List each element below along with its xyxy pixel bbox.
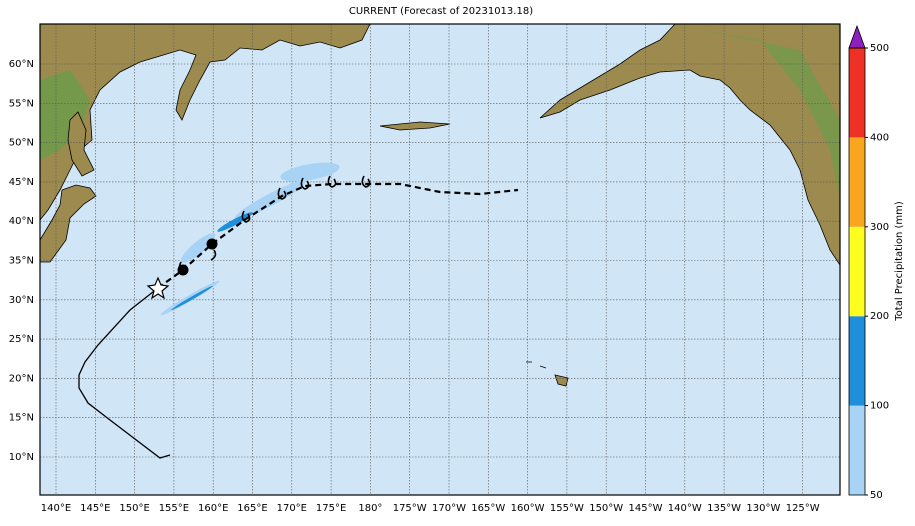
colorbar-tick-label: 500 <box>870 43 889 54</box>
lon-label: 140°E <box>41 503 71 514</box>
colorbar-tick-label: 400 <box>870 132 889 143</box>
colorbar-bin <box>849 137 865 227</box>
colorbar-extend <box>848 24 866 49</box>
colorbar-tick-label: 200 <box>870 311 889 322</box>
lon-label: 175°W <box>393 503 427 514</box>
colorbar-bin <box>849 48 865 138</box>
lon-label: 165°W <box>471 503 505 514</box>
colorbar: 50 100 200 300 400 500 <box>848 24 889 501</box>
lon-label: 125°W <box>786 503 820 514</box>
lon-label: 140°W <box>668 503 702 514</box>
lon-label: 170°W <box>432 503 466 514</box>
lon-label: 160°W <box>511 503 545 514</box>
lat-label: 55°N <box>9 98 34 109</box>
land <box>39 23 841 387</box>
lon-label: 175°E <box>316 503 346 514</box>
lat-label: 50°N <box>9 138 34 149</box>
colorbar-tick-label: 50 <box>870 490 883 501</box>
lat-label: 10°N <box>9 452 34 463</box>
map-title: CURRENT (Forecast of 20231013.18) <box>349 6 533 17</box>
graticule <box>40 24 840 495</box>
precipitation <box>160 162 340 316</box>
ocean <box>40 24 840 495</box>
lat-label: 45°N <box>9 177 34 188</box>
lon-label: 165°E <box>237 503 267 514</box>
lat-label: 35°N <box>9 256 34 267</box>
colorbar-label: Total Precipitation (mm) <box>894 201 905 322</box>
colorbar-frame <box>848 47 866 496</box>
lon-label: 135°W <box>707 503 741 514</box>
lon-label: 130°W <box>746 503 780 514</box>
storm-track <box>78 175 519 459</box>
lat-label: 25°N <box>9 334 34 345</box>
lon-label: 155°W <box>550 503 584 514</box>
colorbar-bin <box>849 405 865 495</box>
map-frame <box>39 23 841 496</box>
lon-label: 150°W <box>589 503 623 514</box>
colorbar-tick-label: 100 <box>870 401 889 412</box>
lon-label: 170°E <box>277 503 307 514</box>
lon-label: 150°E <box>119 503 149 514</box>
colorbar-tick-label: 300 <box>870 222 889 233</box>
lat-label: 30°N <box>9 295 34 306</box>
lon-label: 180° <box>358 503 382 514</box>
lon-label: 160°E <box>198 503 228 514</box>
lon-label: 145°E <box>80 503 110 514</box>
colorbar-bin <box>849 316 865 406</box>
lon-label: 145°W <box>629 503 663 514</box>
lat-label: 40°N <box>9 216 34 227</box>
lon-label: 155°E <box>159 503 189 514</box>
colorbar-bin <box>849 226 865 317</box>
lat-label: 60°N <box>9 59 34 70</box>
lat-label: 15°N <box>9 413 34 424</box>
lat-label: 20°N <box>9 373 34 384</box>
